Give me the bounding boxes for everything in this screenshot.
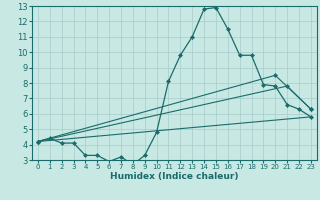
X-axis label: Humidex (Indice chaleur): Humidex (Indice chaleur) — [110, 172, 239, 181]
